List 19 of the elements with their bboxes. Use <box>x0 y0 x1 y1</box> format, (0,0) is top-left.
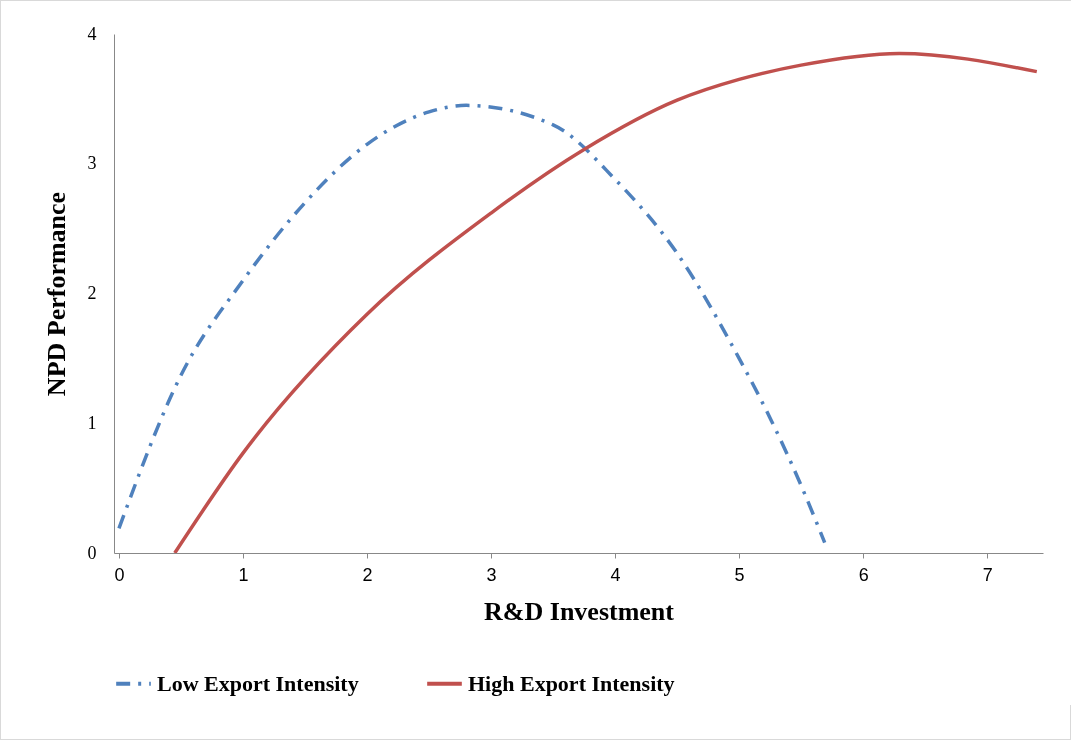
x-tick-label: 6 <box>858 564 869 585</box>
y-tick-label: 0 <box>87 542 97 563</box>
line-series <box>173 51 1039 553</box>
line-series <box>117 103 827 545</box>
y-tick-label: 1 <box>87 412 97 433</box>
legend-label: Low Export Intensity <box>157 670 359 696</box>
y-tick-label: 3 <box>87 153 97 174</box>
x-tick-label: 2 <box>362 564 373 585</box>
legend-label: High Export Intensity <box>468 670 675 696</box>
x-tick-label: 0 <box>114 564 125 585</box>
x-tick-label: 3 <box>486 564 497 585</box>
x-axis-title: R&D Investment <box>484 596 675 626</box>
y-tick-label: 4 <box>87 23 97 44</box>
y-axis-title: NPD Performance <box>41 191 71 397</box>
y-tick-label: 2 <box>87 283 97 303</box>
x-tick-label: 4 <box>610 564 621 585</box>
x-tick-label: 5 <box>734 564 745 585</box>
x-tick-label: 7 <box>982 564 993 585</box>
x-tick-label: 1 <box>238 564 249 585</box>
